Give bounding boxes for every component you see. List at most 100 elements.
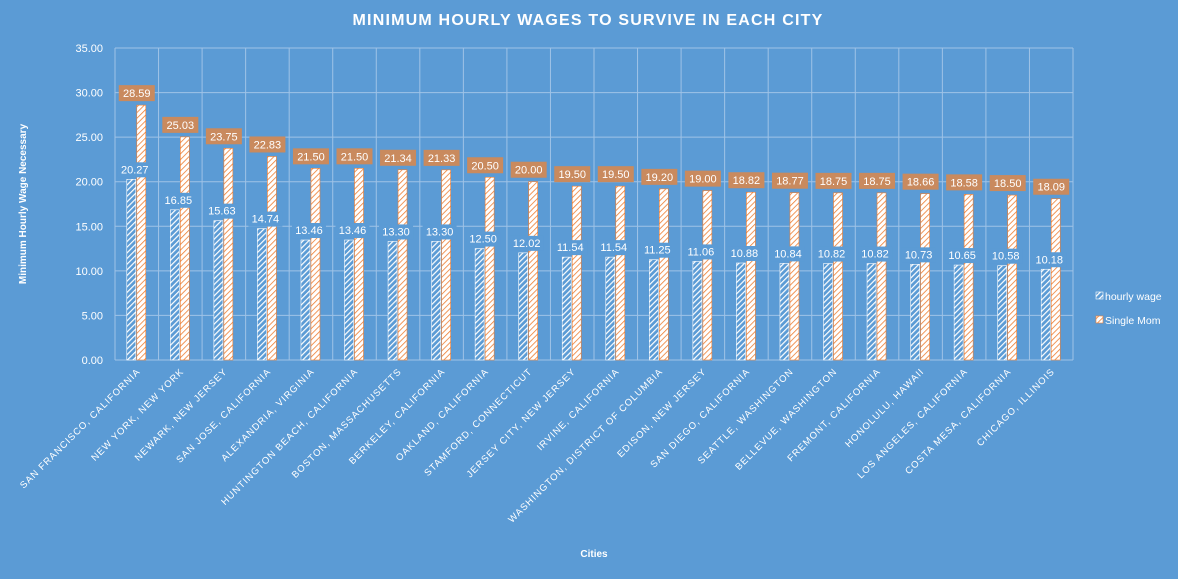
data-label-hourly-wage: 15.63 [208, 206, 236, 218]
data-labels: 20.27 28.59 16.85 25.03 15.63 23.75 14.74 22.83… [117, 85, 1070, 268]
bar-single-mom [789, 192, 800, 361]
data-label-bg-hourly-wage [466, 231, 501, 247]
data-label-box-single-mom [423, 149, 460, 166]
bar-single-mom [310, 168, 321, 361]
bar-hourly-wage [823, 263, 833, 361]
bar-single-mom [484, 176, 495, 361]
data-label-box-single-mom [205, 128, 242, 145]
bar-hourly-wage [866, 263, 877, 361]
data-label-bg-hourly-wage [291, 223, 326, 239]
data-label-bg-hourly-wage [814, 246, 849, 262]
data-label-bg-hourly-wage [422, 224, 457, 240]
data-label-bg-hourly-wage [1032, 252, 1067, 268]
data-label-single-mom: 28.59 [123, 88, 151, 100]
y-tick-label: 10.00 [75, 266, 103, 278]
data-label-hourly-wage: 10.82 [818, 249, 846, 261]
data-label-hourly-wage: 12.50 [469, 234, 497, 246]
data-label-box-single-mom [989, 175, 1026, 192]
legend-swatch [1095, 315, 1104, 324]
data-label-bg-hourly-wage [683, 244, 718, 260]
bar-hourly-wage [431, 241, 441, 361]
bar-hourly-wage [779, 263, 790, 361]
bar-single-mom [223, 147, 234, 361]
bar-hourly-wage [1040, 268, 1051, 361]
bar-hourly-wage [518, 252, 528, 361]
bar-hourly-wage [605, 256, 616, 361]
data-label-hourly-wage: 13.30 [426, 226, 454, 238]
data-label-box-single-mom [118, 85, 155, 102]
data-label-hourly-wage: 14.74 [252, 214, 280, 226]
data-label-bg-hourly-wage [161, 192, 196, 208]
data-label-single-mom: 19.50 [558, 169, 586, 181]
data-label-hourly-wage: 10.84 [774, 248, 802, 260]
data-label-hourly-wage: 12.02 [513, 238, 541, 250]
x-tick-label: CHICAGO, ILLINOIS [975, 366, 1058, 449]
data-label-bg-hourly-wage [727, 246, 762, 262]
data-label-hourly-wage: 13.30 [382, 226, 410, 238]
data-label-bg-hourly-wage [858, 246, 893, 262]
bar-hourly-wage [692, 261, 703, 361]
bar-hourly-wage [649, 259, 659, 361]
bar-hourly-wage [257, 228, 267, 361]
data-label-box-single-mom [946, 174, 983, 191]
data-label-bg-hourly-wage [770, 246, 805, 262]
data-label-bg-hourly-wage [117, 162, 152, 178]
data-label-single-mom: 22.83 [254, 139, 282, 151]
data-label-single-mom: 21.50 [341, 151, 369, 163]
x-tick-label: ALEXANDRIA, VIRGINIA [219, 366, 317, 464]
y-tick-label: 35.00 [75, 43, 103, 55]
bar-single-mom [963, 194, 974, 361]
data-label-hourly-wage: 11.54 [600, 242, 627, 254]
data-label-hourly-wage: 16.85 [165, 195, 193, 207]
data-label-hourly-wage: 13.46 [295, 225, 323, 237]
data-label-box-single-mom [684, 170, 721, 187]
data-label-bg-hourly-wage [204, 203, 239, 219]
data-label-box-single-mom [902, 173, 939, 190]
bar-single-mom [833, 192, 843, 361]
data-label-single-mom: 20.00 [515, 165, 543, 177]
bar-single-mom [920, 193, 930, 361]
data-label-bg-hourly-wage [553, 240, 588, 256]
data-label-hourly-wage: 10.82 [861, 249, 889, 261]
data-label-hourly-wage: 11.06 [688, 246, 715, 258]
data-label-single-mom: 23.75 [210, 131, 238, 143]
bar-hourly-wage [474, 248, 485, 361]
bar-single-mom [1050, 198, 1061, 361]
data-label-box-single-mom [728, 172, 765, 189]
data-label-single-mom: 18.82 [733, 175, 761, 187]
legend-label: hourly wage [1105, 291, 1162, 303]
data-label-single-mom: 21.34 [384, 153, 412, 165]
x-tick-label: NEWARK, NEW JERSEY [133, 366, 230, 463]
bar-single-mom [441, 169, 451, 361]
data-label-single-mom: 18.58 [950, 177, 978, 189]
bar-single-mom [1007, 194, 1017, 361]
legend: hourly wage Single Mom [1095, 291, 1162, 327]
data-label-box-single-mom [510, 161, 547, 178]
data-label-single-mom: 20.50 [471, 160, 499, 172]
bar-hourly-wage [344, 239, 354, 361]
bar-hourly-wage [910, 264, 920, 361]
x-tick-label: HONOLULU, HAWAII [843, 366, 927, 450]
data-label-single-mom: 18.75 [820, 176, 848, 188]
bar-hourly-wage [126, 179, 137, 361]
bar-single-mom [267, 156, 277, 361]
data-label-hourly-wage: 10.73 [905, 249, 933, 261]
data-label-box-single-mom [859, 172, 896, 189]
data-label-hourly-wage: 13.46 [339, 225, 367, 237]
data-label-single-mom: 19.20 [646, 172, 674, 184]
data-label-single-mom: 18.75 [863, 176, 891, 188]
bar-hourly-wage [387, 241, 398, 361]
bar-hourly-wage [953, 264, 964, 361]
data-label-single-mom: 18.50 [994, 178, 1022, 190]
data-label-hourly-wage: 11.54 [557, 242, 584, 254]
data-label-single-mom: 18.66 [907, 177, 935, 189]
bar-single-mom [136, 104, 147, 361]
data-label-single-mom: 18.09 [1037, 182, 1065, 194]
bar-single-mom [876, 192, 887, 361]
data-label-single-mom: 18.77 [776, 176, 804, 188]
data-label-box-single-mom [554, 166, 591, 183]
data-label-box-single-mom [162, 116, 199, 133]
bar-single-mom [659, 188, 669, 361]
